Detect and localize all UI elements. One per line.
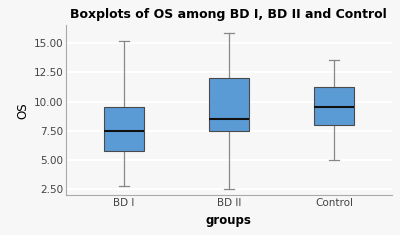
Title: Boxplots of OS among BD I, BD II and Control: Boxplots of OS among BD I, BD II and Con… (70, 8, 387, 21)
X-axis label: groups: groups (206, 214, 252, 227)
Bar (209, 78, 249, 131)
Y-axis label: OS: OS (16, 102, 29, 119)
Bar (314, 87, 354, 125)
Bar (104, 107, 144, 151)
